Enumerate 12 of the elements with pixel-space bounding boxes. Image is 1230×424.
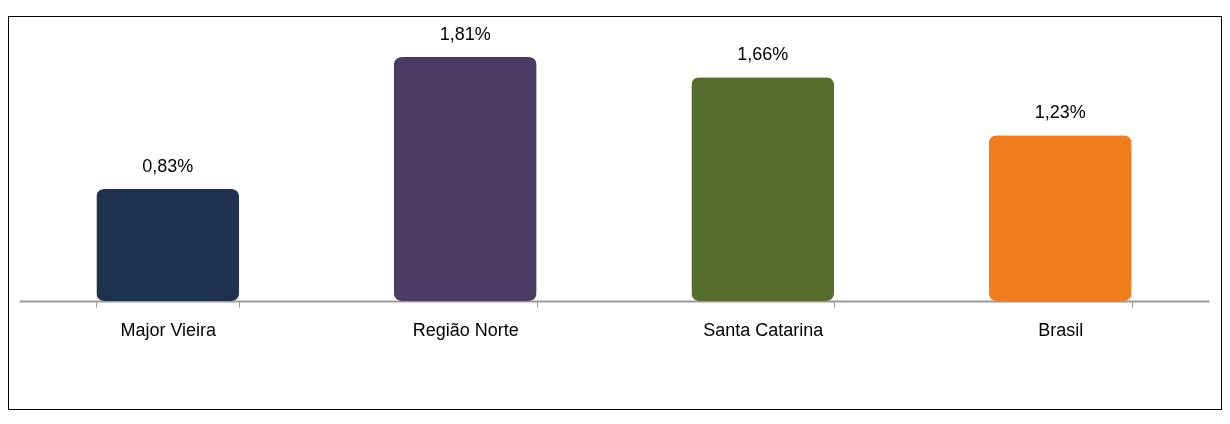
data-label: 1,81% — [439, 24, 491, 44]
bar — [96, 189, 240, 301]
x-tick-label: Major Vieira — [120, 319, 218, 340]
x-tick-label: Santa Catarina — [703, 319, 825, 340]
data-label: 1,23% — [1034, 102, 1086, 123]
x-tick-label: Brasil — [1038, 319, 1084, 340]
bar — [691, 77, 835, 301]
bar — [988, 135, 1132, 301]
x-tick-label: Região Norte — [412, 319, 519, 340]
bar — [393, 57, 537, 301]
data-label: 0,83% — [142, 156, 194, 177]
data-label: 1,66% — [737, 44, 789, 65]
